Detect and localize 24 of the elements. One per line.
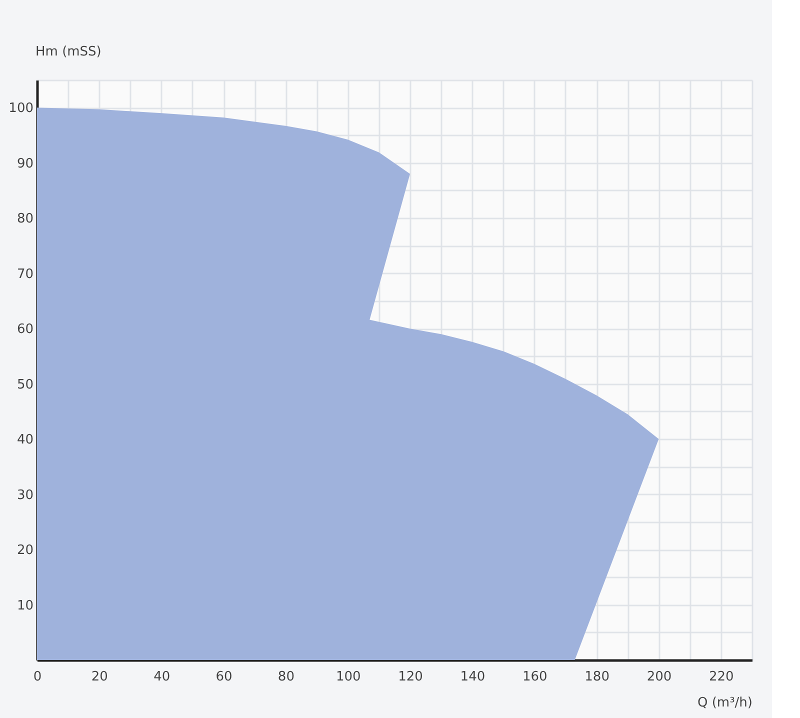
x-tick-label: 120 <box>398 670 423 684</box>
x-tick-label: 220 <box>709 670 734 684</box>
x-tick-label: 60 <box>216 670 232 684</box>
y-tick-label: 30 <box>16 488 34 503</box>
y-tick-label: 40 <box>16 432 34 448</box>
y-tick-label: 70 <box>16 266 34 282</box>
x-tick-label: 180 <box>584 670 610 684</box>
y-tick-label: 100 <box>8 101 34 116</box>
y-tick-label: 10 <box>16 598 34 614</box>
y-tick-label: 80 <box>16 212 34 227</box>
y-tick-label: 60 <box>16 322 34 338</box>
x-tick-label: 100 <box>336 670 361 684</box>
x-axis-title: Q (m³/h) <box>697 696 752 710</box>
x-tick-label: 160 <box>522 670 548 684</box>
x-tick-label: 200 <box>646 670 672 684</box>
x-tick-label: 80 <box>278 670 294 684</box>
x-tick-label: 40 <box>154 670 170 684</box>
y-tick-label: 50 <box>16 377 34 392</box>
x-tick-label: 20 <box>91 670 108 684</box>
y-axis-title: Hm (mSS) <box>36 44 102 60</box>
y-tick-label: 20 <box>16 543 34 558</box>
x-tick-label: 0 <box>33 670 42 684</box>
x-tick-label: 140 <box>460 670 486 684</box>
y-tick-label: 90 <box>16 156 34 172</box>
